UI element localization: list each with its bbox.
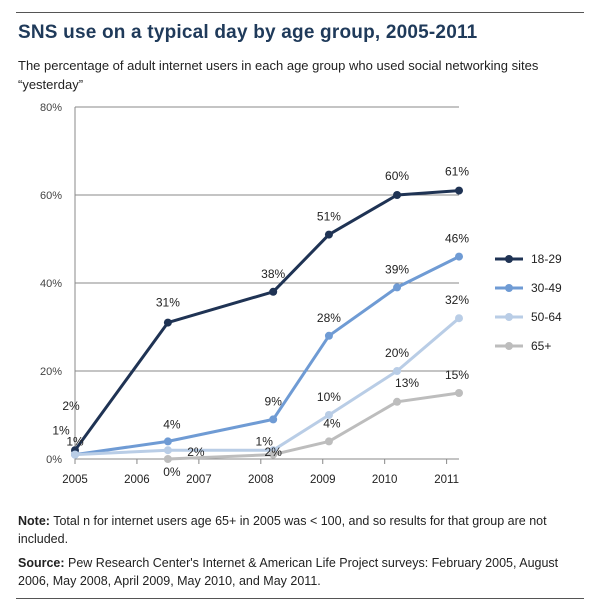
data-point-30-49 (393, 283, 402, 292)
legend-label: 30-49 (531, 281, 562, 295)
legend-marker-50-64 (505, 313, 513, 321)
y-tick-label: 0% (46, 454, 62, 466)
data-point-18-29 (455, 186, 463, 195)
data-label: 0% (163, 465, 181, 479)
data-point-50-64 (163, 446, 172, 455)
data-point-50-64 (455, 314, 463, 323)
data-label: 15% (445, 368, 469, 382)
note: Note: Total n for internet users age 65+… (18, 512, 588, 548)
data-label: 60% (385, 169, 409, 183)
data-label: 1% (256, 435, 274, 449)
legend-label: 50-64 (531, 310, 562, 324)
source-text: Pew Research Center's Internet & America… (18, 556, 559, 588)
x-tick-label: 2006 (124, 474, 150, 486)
data-point-65+ (324, 437, 333, 446)
data-label: 61% (445, 165, 469, 179)
data-point-30-49 (324, 331, 333, 340)
x-tick-label: 2010 (372, 474, 398, 486)
x-tick-label: 2007 (186, 474, 212, 486)
legend-marker-65+ (505, 342, 513, 350)
data-point-65+ (393, 397, 402, 406)
series-line-30-49 (74, 255, 460, 457)
data-label: 9% (265, 394, 283, 408)
data-point-50-64 (393, 367, 402, 375)
data-label: 31% (156, 296, 180, 310)
data-label: 13% (395, 376, 419, 390)
y-tick-label: 20% (40, 366, 62, 378)
bottom-rule (16, 598, 584, 599)
data-point-30-49 (269, 415, 278, 424)
data-label: 38% (261, 267, 285, 281)
line-chart: 0% 20% 40% 60% 80% 2005 2006 2007 2008 2009 2010 20… (40, 102, 562, 486)
data-point-18-29 (324, 230, 333, 239)
data-label: 4% (163, 417, 181, 431)
data-point-18-29 (393, 191, 402, 199)
x-tick-label: 2008 (248, 474, 274, 486)
data-point-65+ (455, 389, 463, 397)
top-rule (16, 12, 584, 13)
x-tick-label: 2011 (434, 474, 459, 486)
source: Source: Pew Research Center's Internet &… (18, 554, 588, 590)
data-label: 32% (445, 293, 469, 307)
note-label: Note: (18, 514, 50, 528)
data-point-50-64 (71, 450, 79, 459)
data-label: 2% (187, 445, 205, 459)
legend-label: 18-29 (531, 252, 562, 266)
data-label: 39% (385, 262, 409, 276)
series-line-18-29 (73, 189, 460, 452)
legend-marker-30-49 (505, 284, 513, 292)
data-point-18-29 (269, 287, 278, 296)
legend-marker-18-29 (505, 255, 513, 263)
note-text: Total n for internet users age 65+ in 20… (18, 514, 547, 546)
data-point-30-49 (455, 252, 463, 261)
data-label: 46% (445, 232, 469, 246)
chart-subtitle: The percentage of adult internet users i… (18, 58, 539, 92)
data-label: 20% (385, 346, 409, 360)
x-tick-label: 2005 (62, 474, 88, 486)
x-tick-label: 2009 (310, 474, 336, 486)
y-tick-label: 60% (40, 190, 62, 202)
data-label: 1% (52, 424, 70, 438)
data-point-65+ (269, 450, 278, 459)
notes-section: Note: Total n for internet users age 65+… (18, 512, 588, 596)
source-label: Source: (18, 556, 65, 570)
y-tick-label: 80% (40, 102, 62, 114)
data-point-30-49 (163, 437, 172, 446)
data-point-65+ (163, 455, 172, 463)
y-tick-label: 40% (40, 278, 62, 290)
data-point-18-29 (163, 318, 172, 327)
legend-label: 65+ (531, 339, 551, 353)
data-label: 4% (323, 416, 341, 430)
series-line-50-64 (74, 317, 460, 457)
data-label: 10% (317, 390, 341, 404)
data-label: 1% (66, 435, 84, 449)
data-label: 51% (317, 210, 341, 224)
data-point-50-64 (324, 411, 333, 419)
data-label: 28% (317, 311, 341, 325)
chart-title: SNS use on a typical day by age group, 2… (18, 22, 478, 43)
data-label: 2% (265, 445, 283, 459)
data-label: 2% (62, 399, 80, 413)
